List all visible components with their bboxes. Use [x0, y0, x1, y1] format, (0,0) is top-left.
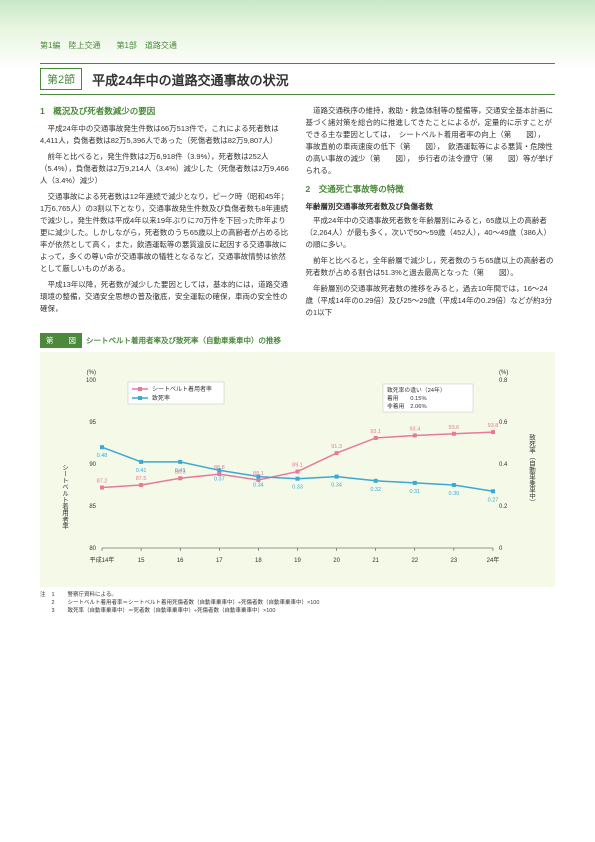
para: 交通事故による死者数は12年連続で減少となり，ピーク時（昭和45年；1万6,76…: [40, 191, 290, 275]
svg-text:80: 80: [89, 546, 96, 552]
svg-text:19: 19: [294, 558, 301, 564]
svg-text:0: 0: [499, 546, 503, 552]
svg-text:23: 23: [451, 558, 458, 564]
section-title: 平成24年中の道路交通事故の状況: [92, 70, 288, 89]
svg-text:着用 0.15%: 着用 0.15%: [387, 394, 427, 402]
svg-text:90: 90: [89, 462, 96, 468]
svg-text:91.3: 91.3: [331, 444, 342, 450]
chart-title: シートベルト着用者率及び致死率（自動車乗車中）の推移: [86, 335, 281, 346]
svg-text:15: 15: [138, 558, 145, 564]
svg-text:93.8: 93.8: [488, 423, 499, 429]
svg-text:87.5: 87.5: [136, 476, 147, 482]
right-column: 道路交通秩序の維持，救助・救急体制等の整備等，交通安全基本計画に基づく諸対策を総…: [306, 105, 556, 323]
note-text: 警察庁資料による。: [68, 591, 117, 599]
breadcrumb: 第1編 陸上交通 第1部 道路交通: [40, 41, 177, 50]
note-text: シートベルト着用者率＝シートベルト着用死傷者数（自動車乗車中）÷死傷者数（自動車…: [68, 599, 320, 607]
svg-text:0.48: 0.48: [97, 453, 108, 459]
svg-text:0.2: 0.2: [499, 504, 508, 510]
svg-text:24年: 24年: [487, 556, 500, 564]
svg-text:22: 22: [411, 558, 418, 564]
svg-text:0.33: 0.33: [292, 484, 303, 490]
svg-text:平成14年: 平成14年: [90, 556, 115, 564]
para: 平成24年中の交通事故死者数を年齢層別にみると，65歳以上の高齢者（2,264人…: [306, 215, 556, 251]
svg-text:0.34: 0.34: [253, 482, 264, 488]
svg-text:致死率の違い（24年）: 致死率の違い（24年）: [387, 386, 446, 394]
note-num: 2: [52, 599, 62, 607]
note-row: 注 3 致死率（自動車乗車中）＝死者数（自動車乗車中）÷死傷者数（自動車乗車中）…: [40, 607, 555, 615]
para: 年齢層別の交通事故死者数の推移をみると，過去10年間では，16～24歳（平成14…: [306, 283, 556, 319]
note-num: 3: [52, 607, 62, 615]
svg-text:85: 85: [89, 504, 96, 510]
svg-text:致死率（自動車乗車中）: 致死率（自動車乗車中）: [528, 432, 536, 505]
note-row: 注 2 シートベルト着用者率＝シートベルト着用死傷者数（自動車乗車中）÷死傷者数…: [40, 599, 555, 607]
svg-text:0.37: 0.37: [214, 476, 225, 482]
svg-text:16: 16: [177, 558, 184, 564]
chart-title-label: 第 図: [40, 333, 82, 348]
content-columns: 1 概況及び死者数減少の要因 平成24年中の交通事故発生件数は66万513件で，…: [40, 105, 555, 323]
para: 前年と比べると，全年齢層で減少し，死者数のうち65歳以上の高齢者の死者数が占める…: [306, 255, 556, 279]
svg-text:100: 100: [86, 378, 97, 384]
svg-text:0.27: 0.27: [488, 497, 499, 503]
note-row: 注 1 警察庁資料による。: [40, 591, 555, 599]
svg-text:89.1: 89.1: [292, 462, 303, 468]
chart-notes: 注 1 警察庁資料による。 注 2 シートベルト着用者率＝シートベルト着用死傷者…: [40, 591, 555, 616]
page-header: 第1編 陸上交通 第1部 道路交通: [0, 0, 595, 51]
svg-text:シートベルト着用者率: シートベルト着用者率: [61, 464, 69, 530]
svg-text:非着用 2.06%: 非着用 2.06%: [387, 402, 427, 410]
svg-text:(%): (%): [87, 370, 96, 376]
svg-text:0.31: 0.31: [409, 488, 420, 494]
note-num: 1: [52, 591, 62, 599]
svg-text:0.34: 0.34: [331, 482, 342, 488]
svg-text:93.4: 93.4: [409, 426, 420, 432]
svg-text:(%): (%): [499, 370, 508, 376]
para: 道路交通秩序の維持，救助・救急体制等の整備等，交通安全基本計画に基づく諸対策を総…: [306, 105, 556, 177]
note-text: 致死率（自動車乗車中）＝死者数（自動車乗車中）÷死傷者数（自動車乗車中）×100: [68, 607, 276, 615]
chart-container: 80 85 90 95 100 0 0.2 0.4 0.6 0.8 (%) (%) 平成14年 15 16 1…: [40, 352, 555, 587]
svg-text:0.4: 0.4: [499, 462, 508, 468]
section-title-row: 第2節 平成24年中の道路交通事故の状況: [40, 63, 555, 95]
svg-text:95: 95: [89, 420, 96, 426]
svg-text:21: 21: [372, 558, 379, 564]
svg-text:17: 17: [216, 558, 223, 564]
svg-text:87.2: 87.2: [97, 478, 108, 484]
svg-text:致死率: 致死率: [152, 394, 170, 402]
svg-text:20: 20: [333, 558, 340, 564]
line-chart: 80 85 90 95 100 0 0.2 0.4 0.6 0.8 (%) (%) 平成14年 15 16 1…: [54, 362, 541, 572]
svg-text:0.32: 0.32: [370, 486, 381, 492]
svg-text:18: 18: [255, 558, 262, 564]
svg-text:0.8: 0.8: [499, 378, 508, 384]
svg-text:0.30: 0.30: [449, 491, 460, 497]
left-column: 1 概況及び死者数減少の要因 平成24年中の交通事故発生件数は66万513件で，…: [40, 105, 290, 323]
subsection-2-sub: 年齢層別交通事故死者数及び負傷者数: [306, 201, 556, 213]
svg-text:シートベルト着用者率: シートベルト着用者率: [152, 385, 212, 393]
para: 平成13年以降，死者数が減少した要因としては，基本的には，道路交通環境の整備，交…: [40, 279, 290, 315]
chart-title-bar: 第 図 シートベルト着用者率及び致死率（自動車乗車中）の推移: [40, 333, 555, 348]
subsection-1-title: 1 概況及び死者数減少の要因: [40, 105, 290, 119]
svg-text:0.41: 0.41: [175, 467, 186, 473]
section-number: 第2節: [40, 68, 82, 90]
note-prefix: 注: [40, 591, 46, 599]
para: 平成24年中の交通事故発生件数は66万513件で，これによる死者数は4,411人…: [40, 123, 290, 147]
svg-text:0.41: 0.41: [136, 467, 147, 473]
svg-text:93.1: 93.1: [370, 429, 381, 435]
svg-text:93.6: 93.6: [449, 424, 460, 430]
subsection-2-title: 2 交通死亡事故等の特徴: [306, 183, 556, 197]
para: 前年と比べると，発生件数は2万6,918件（3.9%），死者数は252人（5.4…: [40, 151, 290, 187]
svg-text:0.6: 0.6: [499, 420, 508, 426]
